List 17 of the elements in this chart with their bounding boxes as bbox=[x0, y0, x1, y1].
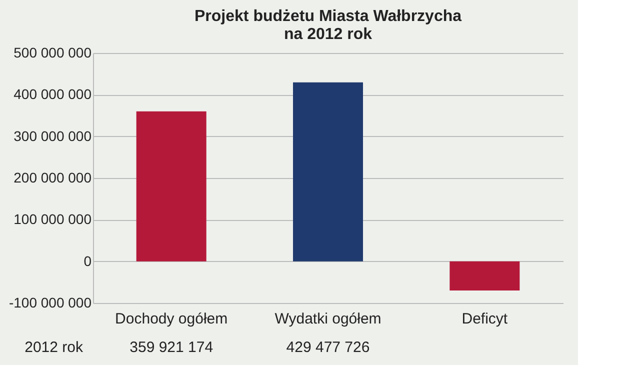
y-tick-label: 200 000 000 bbox=[14, 170, 92, 186]
data-label: 429 477 726 bbox=[286, 339, 370, 356]
data-label: 359 921 174 bbox=[130, 339, 214, 356]
y-tick-label: 500 000 000 bbox=[14, 44, 92, 60]
y-tick-label: 100 000 000 bbox=[14, 211, 92, 228]
y-tick-label: -100 000 000 bbox=[8, 294, 92, 310]
bar bbox=[450, 261, 520, 290]
y-tick-label: 400 000 000 bbox=[14, 86, 92, 102]
text: 2012 rok bbox=[24, 339, 84, 356]
bar bbox=[293, 82, 363, 262]
x-tick-label: Wydatki ogółem bbox=[274, 310, 382, 328]
x-tick-label: Dochody ogółem bbox=[115, 310, 228, 328]
chart-title: Projekt budżetu Miasta Wałbrzycha na 2012 rok bbox=[194, 8, 462, 43]
y-tick-label: 0 bbox=[84, 252, 92, 269]
y-tick-label: 300 000 000 bbox=[14, 128, 92, 144]
bar bbox=[136, 111, 206, 262]
x-tick-label: Deficyt bbox=[462, 310, 508, 328]
